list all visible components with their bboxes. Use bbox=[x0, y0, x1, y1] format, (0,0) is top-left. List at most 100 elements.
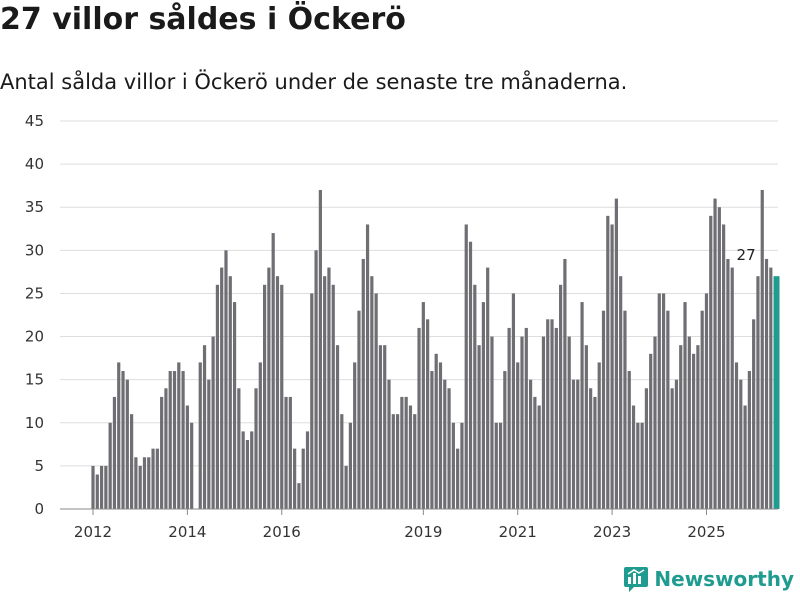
bar bbox=[498, 422, 503, 509]
bar bbox=[254, 388, 258, 509]
bar bbox=[739, 379, 743, 509]
bar bbox=[468, 241, 473, 509]
bar bbox=[528, 379, 533, 509]
bar bbox=[456, 448, 460, 509]
newsworthy-logo-icon bbox=[624, 567, 649, 592]
bar bbox=[460, 422, 464, 509]
bar bbox=[172, 371, 177, 509]
bar bbox=[121, 371, 125, 509]
bar bbox=[374, 293, 378, 509]
page-subtitle: Antal sålda villor i Öckerö under de sen… bbox=[0, 70, 628, 94]
bar bbox=[722, 224, 726, 509]
bar bbox=[627, 371, 631, 509]
bar bbox=[477, 345, 481, 509]
bar bbox=[232, 302, 237, 509]
bar bbox=[215, 284, 220, 509]
bar bbox=[619, 276, 623, 509]
bar bbox=[383, 345, 387, 509]
bar bbox=[370, 276, 374, 509]
bar bbox=[284, 396, 288, 509]
bar bbox=[340, 414, 344, 509]
bar bbox=[331, 284, 335, 509]
bar bbox=[95, 474, 99, 509]
bar bbox=[267, 267, 271, 509]
bar bbox=[764, 258, 769, 509]
x-tick-label: 2014 bbox=[168, 523, 206, 541]
bar-highlight bbox=[773, 276, 780, 509]
page-title: 27 villor såldes i Öckerö bbox=[0, 2, 406, 37]
bar bbox=[408, 405, 413, 509]
bar bbox=[185, 405, 189, 509]
bar bbox=[438, 362, 443, 509]
bar bbox=[198, 362, 202, 509]
bar bbox=[177, 362, 181, 509]
bar bbox=[125, 379, 129, 509]
chart-bars bbox=[91, 189, 780, 510]
bar bbox=[503, 371, 507, 509]
bar bbox=[451, 422, 455, 509]
bar bbox=[297, 483, 301, 509]
bar bbox=[142, 457, 147, 509]
x-axis: 2012 2014 2016 2019 2021 2023 2025 bbox=[60, 508, 778, 541]
bar bbox=[507, 327, 511, 509]
bar bbox=[421, 302, 425, 509]
bar bbox=[391, 414, 395, 509]
bar bbox=[520, 336, 524, 509]
data-label-latest: 27 bbox=[737, 246, 756, 264]
bar bbox=[327, 267, 331, 509]
bar bbox=[597, 362, 601, 509]
bar bbox=[151, 448, 155, 509]
bar bbox=[155, 448, 159, 509]
bar bbox=[211, 336, 215, 509]
bar bbox=[250, 431, 254, 509]
bar bbox=[533, 396, 537, 509]
x-tick-label: 2025 bbox=[687, 523, 725, 541]
bar bbox=[653, 336, 657, 509]
bar bbox=[511, 293, 516, 509]
bar bbox=[631, 405, 636, 509]
bar bbox=[610, 224, 614, 509]
bar bbox=[228, 276, 232, 509]
bar bbox=[670, 388, 674, 509]
bar bbox=[601, 310, 606, 509]
bar bbox=[734, 362, 739, 509]
bar bbox=[417, 327, 421, 509]
bar bbox=[713, 198, 717, 509]
bar bbox=[571, 379, 576, 509]
bar bbox=[430, 371, 434, 509]
bar bbox=[760, 189, 764, 510]
bar bbox=[464, 224, 468, 509]
bar bbox=[756, 276, 760, 509]
bar bbox=[730, 267, 734, 509]
bar bbox=[567, 336, 571, 509]
bar bbox=[190, 422, 194, 509]
x-tick-label: 2023 bbox=[593, 523, 631, 541]
bar bbox=[606, 215, 610, 509]
x-tick-label: 2012 bbox=[74, 523, 112, 541]
bar bbox=[271, 233, 275, 509]
bar bbox=[657, 293, 661, 509]
bar bbox=[490, 336, 494, 509]
y-tick-label: 35 bbox=[25, 198, 44, 216]
y-tick-label: 25 bbox=[25, 284, 44, 302]
bar bbox=[168, 371, 172, 509]
bar bbox=[546, 319, 550, 509]
bar bbox=[357, 310, 361, 509]
bar bbox=[305, 431, 310, 509]
bar bbox=[241, 431, 245, 509]
bar bbox=[473, 284, 477, 509]
bar bbox=[335, 345, 340, 509]
bar bbox=[593, 396, 597, 509]
bar bbox=[481, 302, 485, 509]
y-tick-label: 30 bbox=[25, 241, 44, 259]
bar bbox=[293, 448, 297, 509]
bar bbox=[147, 457, 151, 509]
brand-name: Newsworthy bbox=[654, 567, 794, 591]
bar bbox=[640, 422, 644, 509]
bar bbox=[614, 198, 618, 509]
bar bbox=[494, 422, 498, 509]
bar bbox=[400, 396, 404, 509]
chart-annotations: 27 bbox=[737, 246, 756, 264]
y-tick-label: 5 bbox=[34, 457, 44, 475]
